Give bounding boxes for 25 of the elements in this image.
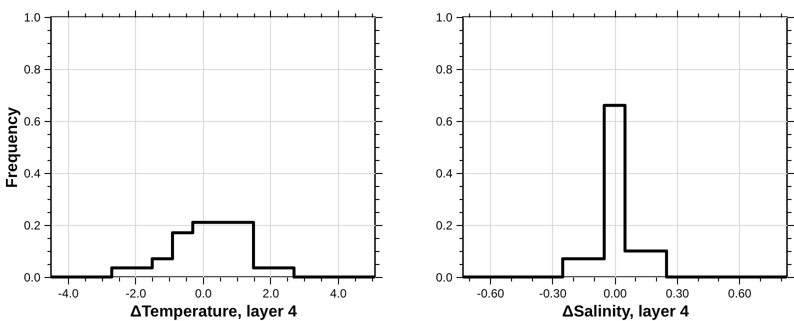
x-axis-title: ΔTemperature, layer 4 [130,304,298,320]
y-tick-label: 1.0 [436,10,453,24]
x-tick-label: 4.0 [330,286,348,300]
y-tick-label: 0.2 [24,218,41,232]
y-tick-label: 0.6 [436,114,453,128]
x-tick-label: 0.60 [728,286,752,300]
y-tick-label: 0.4 [24,166,41,180]
x-tick-label: 0.0 [195,286,212,300]
y-tick-label: 0.0 [436,270,453,284]
x-tick-label: -4.0 [58,286,80,300]
x-tick-label: -2.0 [126,286,147,300]
y-tick-label: 0.8 [436,62,453,76]
x-tick-label: 2.0 [262,286,280,300]
y-tick-label: 1.0 [24,10,41,24]
y-tick-label: 0.6 [24,114,41,128]
y-axis-title: Frequency [4,106,21,188]
y-tick-label: 0.8 [24,62,41,76]
y-tick-label: 0.2 [436,218,453,232]
x-tick-label: 0.00 [603,286,628,300]
y-tick-label: 0.4 [436,166,453,180]
x-tick-label: 0.30 [666,286,690,300]
x-axis-title: ΔSalinity, layer 4 [562,304,690,320]
x-tick-label: -0.60 [476,286,504,300]
y-tick-label: 0.0 [24,270,41,284]
x-tick-label: -0.30 [539,286,567,300]
